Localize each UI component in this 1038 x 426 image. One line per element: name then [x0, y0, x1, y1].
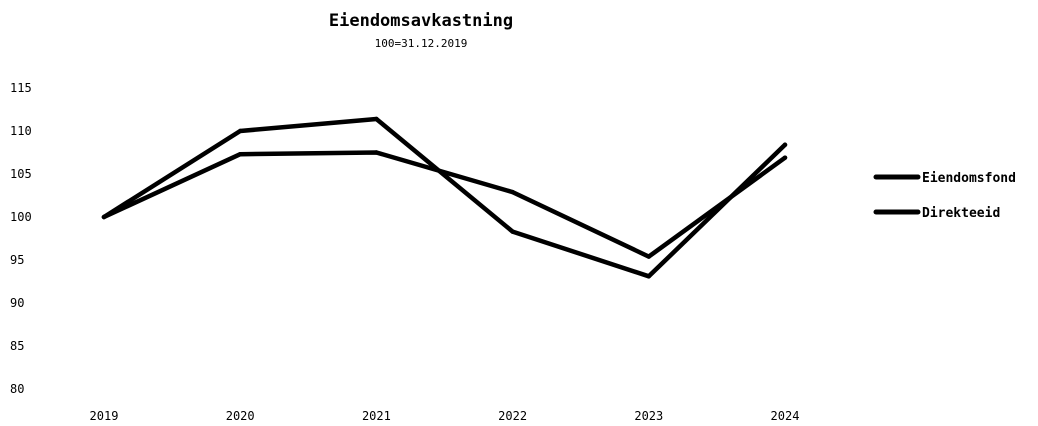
data-point — [238, 152, 243, 157]
series-lines — [101, 116, 788, 279]
data-point — [782, 142, 788, 147]
data-point — [510, 189, 515, 195]
x-tick-label: 2020 — [226, 409, 255, 423]
data-point — [646, 274, 651, 279]
data-point — [782, 155, 788, 160]
data-point — [510, 229, 515, 234]
x-tick-label: 2019 — [90, 409, 119, 423]
data-point — [374, 150, 379, 155]
y-axis-tick-labels: 80 85 90 95 100 105 110 115 — [10, 81, 32, 396]
x-tick-label: 2021 — [362, 409, 391, 423]
data-point — [374, 116, 379, 122]
y-tick-label: 110 — [10, 124, 32, 138]
legend: Eiendomsfond Direkteeid — [873, 171, 1016, 221]
data-point — [238, 128, 243, 134]
legend-label: Direkteeid — [922, 206, 1000, 221]
x-axis-tick-labels: 2019 2020 2021 2022 2023 2024 — [90, 409, 800, 423]
legend-label: Eiendomsfond — [922, 171, 1016, 186]
y-tick-label: 100 — [10, 210, 32, 224]
x-tick-label: 2022 — [498, 409, 527, 423]
series-line-direkteeid — [101, 150, 788, 259]
y-tick-label: 105 — [10, 167, 32, 181]
x-tick-label: 2023 — [634, 409, 663, 423]
x-tick-label: 2024 — [771, 409, 800, 423]
data-point — [101, 214, 107, 220]
series-line-eiendomsfond — [101, 116, 788, 279]
y-tick-label: 85 — [10, 339, 24, 353]
y-tick-label: 80 — [10, 382, 24, 396]
y-tick-label: 95 — [10, 253, 24, 267]
data-point — [646, 254, 651, 259]
y-tick-label: 90 — [10, 296, 24, 310]
chart-subtitle: 100=31.12.2019 — [375, 37, 468, 50]
y-tick-label: 115 — [10, 81, 32, 95]
chart-title: Eiendomsavkastning — [329, 11, 513, 31]
